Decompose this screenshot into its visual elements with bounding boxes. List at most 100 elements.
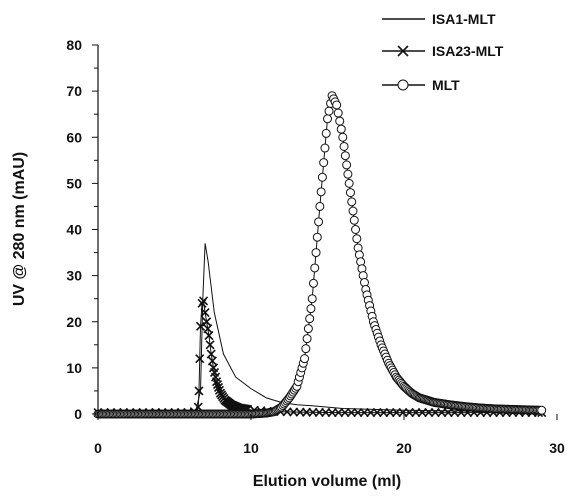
x-marker-stroke — [417, 408, 427, 418]
axes-layer: 0 10 20 30 40 50 60 70 80 0 10 20 30 — [66, 37, 565, 456]
x-marker-stroke — [212, 380, 223, 390]
x-tick-label: 20 — [396, 440, 412, 456]
data-point — [537, 405, 547, 415]
data-point — [300, 354, 310, 364]
legend-item: ISA1-MLT — [382, 11, 496, 27]
x-marker-stroke — [212, 377, 222, 387]
x-marker-stroke — [437, 408, 447, 418]
data-point — [319, 158, 329, 168]
data-point — [345, 188, 355, 198]
data-point — [424, 408, 434, 418]
data-point — [314, 217, 324, 227]
data-point — [315, 201, 325, 211]
y-tick-label: 70 — [66, 83, 82, 99]
x-marker-stroke — [397, 45, 409, 57]
x-marker-stroke — [214, 385, 225, 395]
data-point — [411, 408, 421, 418]
x-marker-stroke — [208, 363, 219, 373]
x-marker-stroke — [199, 296, 209, 306]
data-point — [417, 408, 427, 418]
data-point — [212, 377, 222, 387]
data-point — [301, 344, 311, 354]
legend: ISA1-MLT ISA23-MLT MLT — [382, 11, 504, 93]
data-point — [302, 334, 312, 344]
data-point — [347, 197, 357, 207]
series-line — [98, 243, 542, 413]
legend-label: MLT — [432, 77, 460, 93]
x-marker-stroke — [202, 317, 212, 327]
x-marker-stroke — [207, 356, 217, 366]
data-point — [323, 114, 332, 124]
series-ISA23-MLT — [93, 296, 547, 418]
x-tick-label: 10 — [243, 440, 259, 456]
data-point — [351, 225, 361, 234]
data-point — [310, 263, 320, 273]
x-marker-stroke — [204, 331, 214, 341]
data-point — [305, 314, 315, 324]
data-point — [204, 331, 214, 341]
data-point — [404, 408, 414, 418]
x-tick-label: 30 — [549, 440, 565, 456]
legend-marker — [397, 45, 409, 57]
x-marker-stroke — [213, 382, 224, 393]
x-marker-stroke — [200, 307, 210, 318]
y-tick-label: 0 — [74, 406, 82, 422]
data-point — [308, 278, 318, 288]
x-marker-stroke — [404, 408, 414, 418]
data-point — [212, 380, 223, 390]
x-tick-label: 0 — [94, 440, 102, 456]
data-point — [333, 108, 343, 118]
data-point — [437, 408, 447, 418]
y-tick-label: 10 — [66, 360, 82, 376]
y-tick-label: 60 — [66, 129, 82, 145]
data-point — [195, 354, 205, 364]
data-point — [307, 294, 317, 304]
data-point — [199, 296, 209, 306]
x-marker-stroke — [424, 408, 434, 418]
data-point — [340, 151, 350, 161]
data-point — [311, 248, 321, 258]
data-point — [342, 160, 352, 170]
data-point — [306, 304, 316, 314]
data-point — [214, 385, 225, 395]
x-marker-stroke — [210, 372, 221, 382]
legend-label: ISA23-MLT — [432, 43, 504, 59]
data-point — [316, 187, 326, 197]
data-point — [349, 215, 359, 225]
y-tick-label: 20 — [66, 314, 82, 330]
x-marker-stroke — [195, 321, 206, 331]
legend-label: ISA1-MLT — [432, 11, 496, 27]
data-point — [430, 408, 440, 418]
data-point — [194, 386, 204, 396]
data-point — [339, 141, 349, 151]
x-marker-stroke — [430, 408, 440, 418]
data-point — [352, 234, 362, 244]
y-tick-label: 80 — [66, 37, 82, 53]
data-point — [312, 232, 322, 242]
x-marker-stroke — [209, 367, 220, 378]
series-line — [98, 299, 542, 414]
data-point — [343, 169, 353, 179]
data-point — [317, 172, 327, 182]
legend-item: MLT — [382, 77, 460, 93]
x-marker-stroke — [411, 408, 421, 418]
y-tick-label: 40 — [66, 222, 82, 238]
series-MLT — [93, 91, 547, 419]
y-axis-title: UV @ 280 nm (mAU) — [11, 152, 28, 306]
x-marker-stroke — [195, 354, 205, 364]
data-point — [344, 178, 354, 188]
y-tick-label: 50 — [66, 175, 82, 191]
data-point — [200, 307, 210, 318]
data-point — [443, 408, 453, 418]
data-point — [320, 143, 330, 153]
x-marker-stroke — [443, 408, 453, 418]
x-axis-title: Elution volume (ml) — [253, 473, 401, 490]
data-point — [207, 356, 217, 366]
data-point — [303, 324, 313, 334]
legend-item: ISA23-MLT — [382, 43, 504, 59]
data-point — [202, 317, 212, 327]
series-layer — [93, 91, 547, 419]
x-marker-stroke — [203, 324, 213, 334]
data-point — [213, 382, 224, 393]
